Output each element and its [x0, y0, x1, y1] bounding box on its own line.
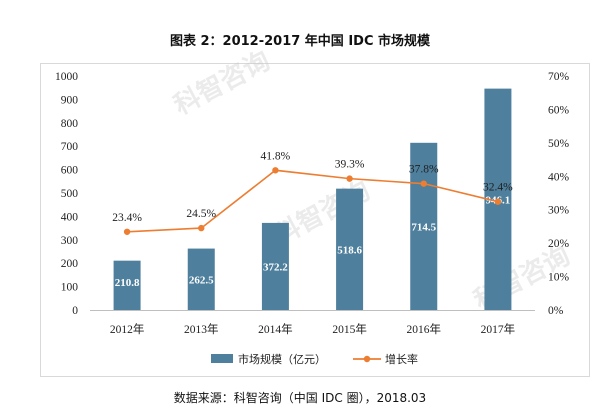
bar-value-label: 210.8 [115, 277, 140, 289]
legend-bar-label: 市场规模（亿元） [238, 352, 326, 366]
growth-rate-point [198, 224, 205, 232]
growth-rate-label: 37.8% [409, 164, 439, 176]
x-tick-label: 2015年 [332, 322, 367, 336]
legend-line-marker [363, 355, 371, 363]
y-left-tick-label: 500 [61, 188, 79, 200]
x-tick-label: 2012年 [110, 322, 145, 336]
y-left-tick-label: 200 [61, 258, 79, 270]
bar [187, 248, 215, 310]
y-left-tick-label: 900 [61, 94, 79, 106]
y-left-tick-label: 1000 [55, 71, 78, 83]
y-left-tick-label: 300 [61, 235, 79, 247]
y-left-tick-label: 0 [72, 305, 78, 317]
bar [336, 188, 364, 310]
y-left-tick-label: 600 [61, 165, 79, 177]
y-left-tick-label: 800 [61, 118, 79, 130]
x-tick-label: 2016年 [407, 322, 442, 336]
bar-value-label: 518.6 [337, 244, 362, 256]
y-left-tick-label: 100 [61, 282, 79, 294]
data-source-note: 数据来源：科智咨询（中国 IDC 圈），2018.03 [173, 391, 427, 405]
growth-rate-point [346, 175, 353, 182]
bar-value-label: 372.2 [263, 261, 288, 273]
y-right-tick-label: 50% [548, 138, 570, 150]
x-tick-label: 2014年 [258, 322, 293, 336]
y-right-tick-label: 10% [548, 272, 570, 284]
growth-rate-label: 24.5% [186, 208, 216, 220]
y-right-tick-label: 40% [548, 171, 570, 183]
growth-rate-line [127, 169, 499, 233]
chart-title: 图表 2：2012-2017 年中国 IDC 市场规模 [169, 34, 431, 49]
growth-rate-label: 23.4% [112, 212, 142, 224]
y-right-tick-label: 60% [548, 104, 570, 116]
growth-rate-label: 32.4% [483, 182, 513, 194]
growth-rate-point [272, 167, 279, 174]
y-right-tick-label: 20% [548, 238, 570, 250]
bar-value-label: 262.5 [189, 274, 214, 286]
legend-line-label: 增长率 [385, 352, 418, 366]
growth-rate-point [123, 228, 131, 235]
growth-rate-point [420, 180, 427, 187]
chart-frame [40, 63, 590, 377]
bar [261, 222, 289, 310]
bar-value-label: 714.5 [411, 221, 436, 233]
y-right-tick-label: 70% [548, 71, 570, 83]
combo-chart: 科智咨询科智咨询科智咨询0100200300400500600700800900… [55, 45, 575, 366]
y-left-tick-label: 700 [61, 141, 79, 153]
bar [410, 142, 438, 310]
x-tick-label: 2013年 [184, 322, 219, 336]
y-right-tick-label: 30% [548, 205, 570, 217]
watermark-text-0: 科智咨询 [169, 45, 275, 121]
bar [113, 260, 141, 310]
growth-rate-label: 41.8% [261, 150, 291, 162]
x-tick-label: 2017年 [481, 322, 516, 336]
y-left-tick-label: 400 [61, 211, 79, 223]
legend-bar-swatch [211, 354, 233, 363]
y-right-tick-label: 0% [548, 305, 564, 317]
growth-rate-point [494, 198, 502, 205]
growth-rate-label: 39.3% [335, 159, 365, 171]
